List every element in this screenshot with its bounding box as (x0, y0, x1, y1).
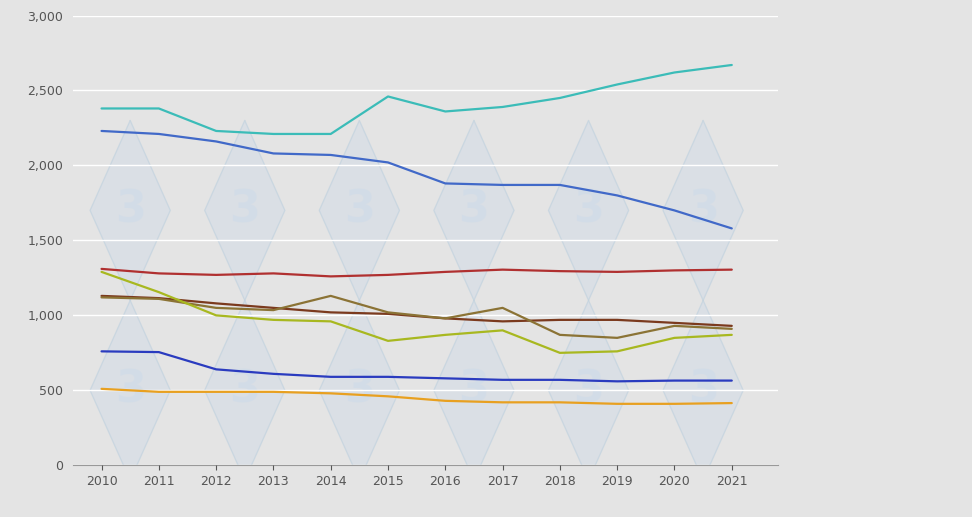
Text: Dinamarca: Dinamarca (0, 516, 1, 517)
Text: 3: 3 (229, 189, 260, 232)
Text: Países Bajos: Países Bajos (0, 516, 1, 517)
Text: Alemania: Alemania (0, 516, 1, 517)
Polygon shape (548, 300, 629, 480)
Polygon shape (205, 300, 285, 480)
Polygon shape (434, 300, 514, 480)
Polygon shape (90, 120, 170, 300)
Text: 3: 3 (344, 369, 375, 412)
Polygon shape (90, 300, 170, 480)
Polygon shape (434, 120, 514, 300)
Text: España: España (0, 516, 1, 517)
Text: 3: 3 (573, 369, 604, 412)
Text: 3: 3 (344, 189, 375, 232)
Text: 3: 3 (115, 189, 146, 232)
Polygon shape (548, 120, 629, 300)
Text: Francia: Francia (0, 516, 1, 517)
Polygon shape (663, 120, 744, 300)
Text: 3: 3 (459, 189, 489, 232)
Text: Polonia: Polonia (0, 516, 1, 517)
Polygon shape (663, 300, 744, 480)
Polygon shape (205, 120, 285, 300)
Text: 3: 3 (573, 189, 604, 232)
Text: 3: 3 (687, 189, 718, 232)
Text: 3: 3 (687, 369, 718, 412)
Text: Italia: Italia (0, 516, 1, 517)
Text: 3: 3 (229, 369, 260, 412)
Polygon shape (319, 120, 399, 300)
Polygon shape (319, 300, 399, 480)
Text: 3: 3 (459, 369, 489, 412)
Text: Bélgica: Bélgica (0, 516, 1, 517)
Text: 3: 3 (115, 369, 146, 412)
